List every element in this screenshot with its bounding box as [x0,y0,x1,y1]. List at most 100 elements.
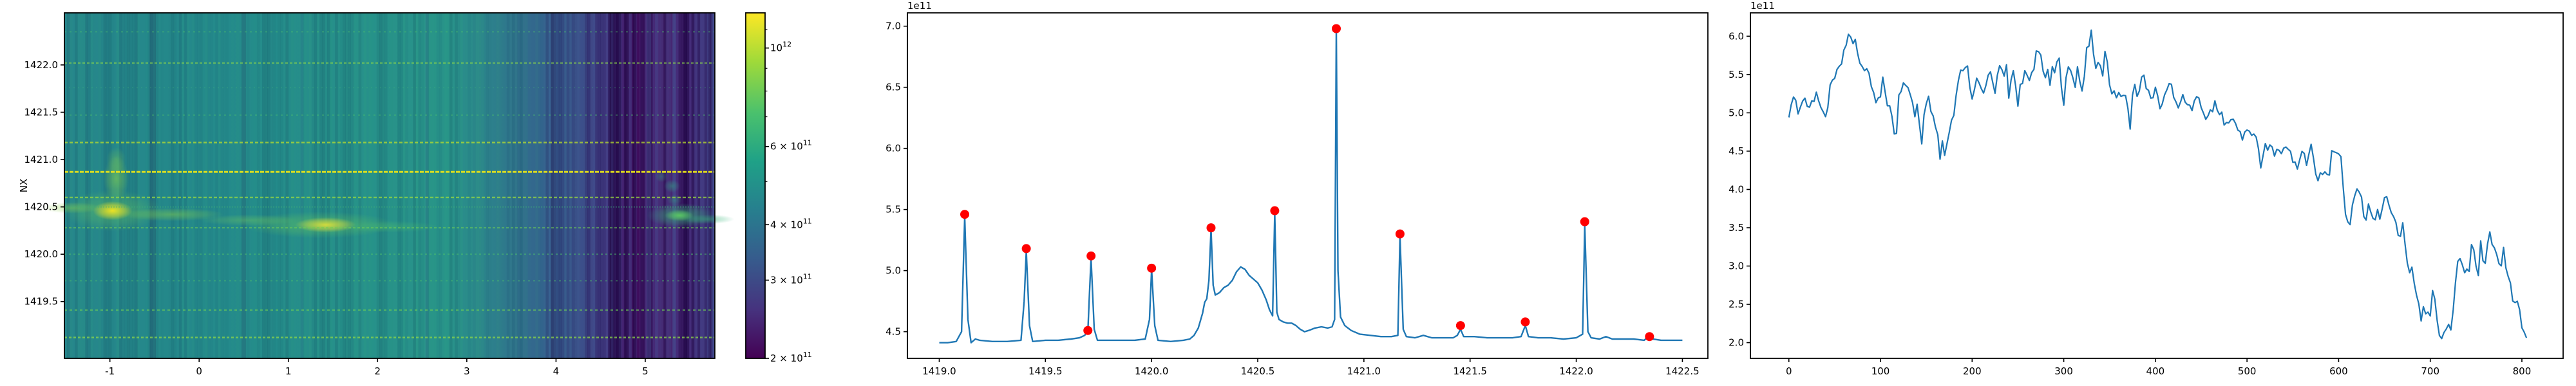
noise-stripe [569,13,573,358]
light-column [300,13,303,358]
noise-stripe [473,13,476,358]
noise-stripe [101,13,104,358]
noise-stripe [397,13,401,358]
noise-stripe [694,13,697,358]
emission-blob [341,221,440,233]
noise-stripe [701,13,705,358]
peak-marker [1645,332,1654,342]
noise-stripe [470,13,473,358]
noise-stripe [712,13,715,358]
noise-stripe [319,13,323,358]
noise-stripe [475,13,478,358]
noise-stripe [160,13,164,358]
dark-column [610,13,615,358]
timeseries-x-tick-label: 600 [2329,365,2348,377]
noise-stripe [636,13,640,358]
noise-stripe [223,13,226,358]
colorbar-tick-label: 4 × 1011 [770,217,812,230]
noise-stripe [431,13,435,358]
spectrum-offset-label: 1e11 [907,0,932,12]
timeseries-x-tick-label: 0 [1786,365,1792,377]
timeseries-x-tick-label: 700 [2421,365,2439,377]
noise-stripe [395,13,398,358]
emission-blob [106,147,126,172]
noise-stripe [603,13,606,358]
noise-stripe [446,13,450,358]
noise-stripe [210,13,213,358]
noise-stripe [516,13,520,358]
noise-stripe [355,13,359,358]
noise-stripe [270,13,273,358]
peak-markers [960,24,1654,342]
noise-stripe [147,13,151,358]
noise-stripe [186,13,190,358]
noise-stripe [585,13,588,358]
noise-stripe [191,13,195,358]
noise-stripe [343,13,346,358]
noise-stripe [231,13,234,358]
emission-blob [664,179,680,193]
noise-stripe [460,13,463,358]
noise-stripe [135,13,138,358]
noise-stripe [254,13,258,358]
spectrum-x-tick-label: 1420.5 [1241,365,1275,377]
noise-stripe [283,13,286,358]
noise-stripe [582,13,585,358]
spectrum-y-tick-label: 5.5 [886,204,901,216]
noise-stripe [252,13,255,358]
emission-blob [681,214,735,225]
emission-blob [667,194,682,207]
noise-stripe [207,13,211,358]
spectrum-y-tick-label: 5.0 [886,265,901,277]
emission-blob [120,208,224,221]
spectrum-y-tick-label: 7.0 [886,21,901,32]
noise-stripe [704,13,708,358]
noise-stripe [181,13,185,358]
heatmap-spines [64,12,715,359]
spectrum-spines [907,12,1709,359]
noise-stripe [184,13,187,358]
noise-stripe [265,13,268,358]
peak-marker [1147,263,1157,273]
noise-stripe [288,13,291,358]
noise-stripe [272,13,276,358]
noise-stripe [67,13,70,358]
noise-stripe [595,13,598,358]
noise-stripe [337,13,341,358]
noise-stripe [465,13,468,358]
dark-column [551,13,556,358]
noise-stripe [644,13,648,358]
spectrum-axes: 1419.0 1419.5 1420.0 1420.5 1421.0 1421.5 1422… [886,12,1709,377]
noise-stripe [358,13,362,358]
dark-column [616,13,621,358]
emission-blob [295,217,357,233]
heatmap-background [64,13,715,358]
noise-stripe [418,13,422,358]
spectrum-x-tick-label: 1421.0 [1347,365,1381,377]
peak-marker [1580,217,1589,226]
noise-stripe [197,13,200,358]
noise-stripe [75,13,78,358]
colorbar-tick-label: 2 × 1011 [770,351,812,364]
noise-stripe [509,13,513,358]
heatmap-y-tick-label: 1422.0 [24,59,59,71]
noise-stripe [655,13,658,358]
heatmap-x-tick-label: 0 [196,365,202,377]
peak-marker [1332,24,1341,33]
noise-stripe [205,13,208,358]
noise-stripe [468,13,471,358]
timeseries-y-tick-label: 6.0 [1728,30,1744,42]
noise-stripe [82,13,86,358]
noise-stripe [706,13,710,358]
peak-marker [1395,229,1405,239]
noise-stripe [699,13,703,358]
noise-stripe [316,13,320,358]
timeseries-x-tick-label: 800 [2513,365,2532,377]
timeseries-x-tick-label: 300 [2054,365,2073,377]
noise-stripe [381,13,385,358]
timeseries-line [1788,29,2528,340]
noise-stripe [225,13,229,358]
spectrum-x-tick-label: 1419.5 [1028,365,1063,377]
noise-stripe [168,13,172,358]
noise-stripe [321,13,325,358]
